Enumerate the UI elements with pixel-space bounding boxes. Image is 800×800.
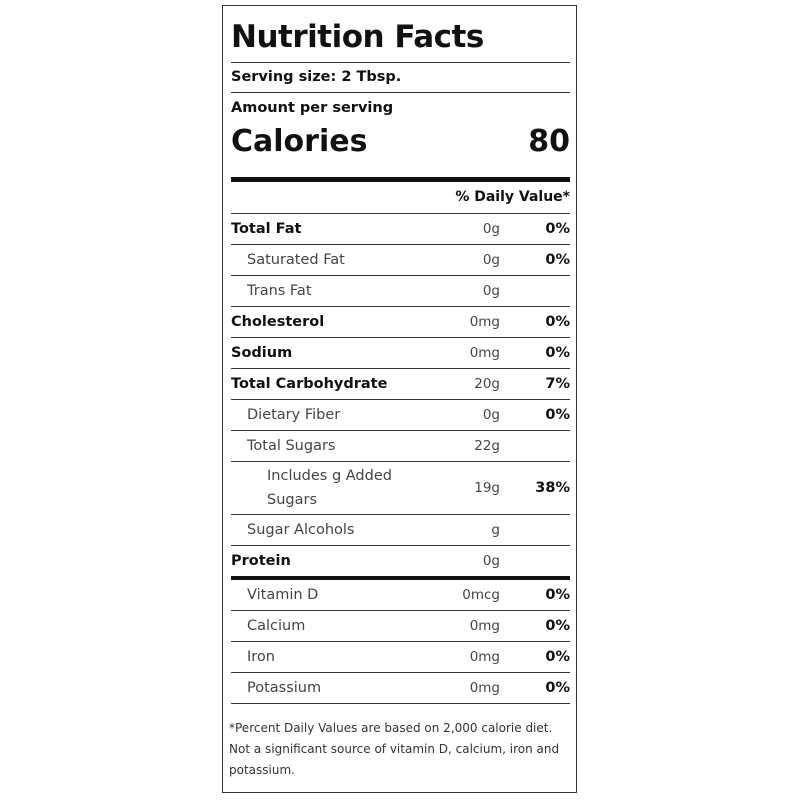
nutrient-amount: 20g (474, 376, 500, 392)
nutrient-amount: 0g (482, 252, 500, 268)
nutrient-amount: 0mg (469, 314, 500, 330)
nutrient-name: Cholesterol (231, 314, 325, 330)
divider (231, 514, 570, 515)
nutrient-name: Dietary Fiber (247, 407, 341, 423)
calories-value: 80 (528, 124, 570, 159)
nutrient-daily-value: 0% (545, 587, 570, 603)
nutrient-row: Includes g Added Sugars 19g 38% (231, 462, 570, 514)
nutrient-name: Total Carbohydrate (231, 376, 388, 392)
nutrient-row: Trans Fat 0g (231, 276, 570, 306)
nutrient-daily-value: 0% (545, 649, 570, 665)
nutrient-name: Potassium (247, 680, 322, 696)
calories-label: Calories (231, 124, 368, 159)
nutrient-amount: g (491, 522, 500, 538)
divider (231, 430, 570, 431)
divider (231, 399, 570, 400)
divider (231, 461, 570, 462)
nutrition-facts-label: Nutrition Facts Serving size: 2 Tbsp. Am… (222, 5, 577, 793)
nutrient-row: Dietary Fiber 0g 0% (231, 400, 570, 430)
divider (231, 62, 570, 63)
nutrient-row: Total Carbohydrate 20g 7% (231, 369, 570, 399)
divider (231, 368, 570, 369)
divider (231, 545, 570, 546)
nutrient-row: Cholesterol 0mg 0% (231, 307, 570, 337)
nutrient-daily-value: 0% (545, 345, 570, 361)
nutrient-amount: 19g (474, 480, 500, 496)
divider (231, 213, 570, 214)
nutrient-amount: 0g (482, 407, 500, 423)
nutrient-amount: 0mg (469, 618, 500, 634)
divider (231, 244, 570, 245)
nutrient-amount: 0g (482, 553, 500, 569)
daily-value-header: % Daily Value* (455, 189, 570, 205)
divider (231, 672, 570, 673)
nutrient-row: Total Fat 0g 0% (231, 214, 570, 244)
nutrient-row: Sugar Alcohols g (231, 515, 570, 545)
nutrient-daily-value: 0% (545, 252, 570, 268)
divider (231, 641, 570, 642)
divider (231, 306, 570, 307)
serving-size: Serving size: 2 Tbsp. (231, 69, 402, 85)
nutrient-amount: 0mg (469, 680, 500, 696)
nutrient-daily-value: 38% (535, 480, 570, 496)
nutrient-amount: 22g (474, 438, 500, 454)
calories-row: Calories 80 (231, 119, 570, 177)
nutrient-name: Trans Fat (247, 283, 312, 299)
nutrient-daily-value: 0% (545, 618, 570, 634)
nutrient-row: Sodium 0mg 0% (231, 338, 570, 368)
nutrient-name: Protein (231, 553, 291, 569)
divider (231, 92, 570, 93)
label-title: Nutrition Facts (231, 19, 484, 55)
nutrient-name: Includes g Added Sugars (267, 468, 392, 508)
nutrient-daily-value: 0% (545, 314, 570, 330)
thick-divider (231, 177, 570, 182)
nutrient-daily-value: 0% (545, 221, 570, 237)
nutrient-amount: 0mg (469, 345, 500, 361)
amount-per-serving: Amount per serving (231, 100, 394, 116)
thick-divider (231, 576, 570, 580)
nutrient-name: Total Sugars (247, 438, 336, 454)
divider (231, 337, 570, 338)
nutrient-name: Vitamin D (247, 587, 319, 603)
nutrient-row: Iron 0mg 0% (231, 642, 570, 672)
nutrient-amount: 0g (482, 221, 500, 237)
nutrient-row: Protein 0g (231, 546, 570, 576)
nutrient-name: Iron (247, 649, 275, 665)
nutrient-row: Total Sugars 22g (231, 431, 570, 461)
nutrient-name: Sodium (231, 345, 293, 361)
nutrient-daily-value: 7% (545, 376, 570, 392)
vitamin-list: Vitamin D 0mcg 0% Calcium 0mg 0% Iron 0mg 0% Pota… (231, 580, 570, 704)
nutrient-amount: 0mg (469, 649, 500, 665)
divider (231, 610, 570, 611)
nutrient-amount: 0g (482, 283, 500, 299)
nutrient-list: Total Fat 0g 0% Saturated Fat 0g 0% Trans Fat 0… (231, 214, 570, 576)
nutrient-name: Saturated Fat (247, 252, 345, 268)
nutrient-amount: 0mcg (462, 587, 500, 603)
footnote: *Percent Daily Values are based on 2,000… (229, 721, 560, 777)
nutrient-daily-value: 0% (545, 407, 570, 423)
nutrient-row: Vitamin D 0mcg 0% (231, 580, 570, 610)
divider (231, 275, 570, 276)
nutrient-row: Calcium 0mg 0% (231, 611, 570, 641)
nutrient-name: Sugar Alcohols (247, 522, 355, 538)
nutrient-daily-value: 0% (545, 680, 570, 696)
nutrient-row: Potassium 0mg 0% (231, 673, 570, 703)
nutrient-name: Calcium (247, 618, 306, 634)
nutrient-name: Total Fat (231, 221, 302, 237)
divider (231, 703, 570, 704)
nutrient-row: Saturated Fat 0g 0% (231, 245, 570, 275)
